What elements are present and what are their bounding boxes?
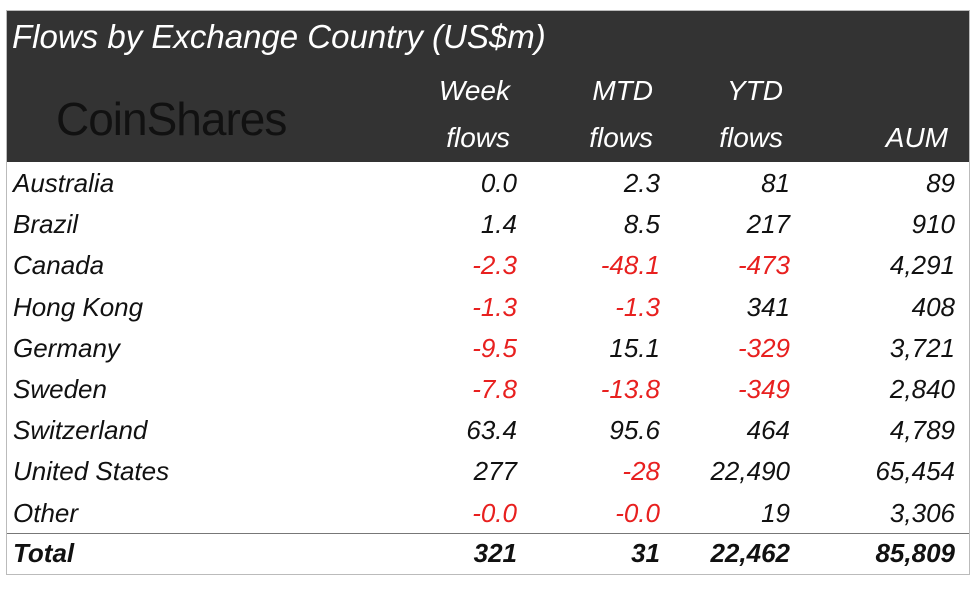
column-header-0-line2: flows [446, 122, 510, 153]
column-header-2-line2: flows [719, 122, 783, 153]
value-cell: 341 [746, 291, 790, 322]
value-cell: -1.3 [615, 291, 660, 322]
country-name: Hong Kong [13, 291, 144, 322]
value-cell: -13.8 [600, 374, 660, 404]
column-header-0-line1: Week [438, 75, 510, 106]
value-cell: -7.8 [472, 374, 517, 404]
value-cell: -48.1 [600, 250, 660, 281]
table-row: Germany -9.5 15.1 -329 3,721 [7, 328, 969, 369]
value-cell: -329 [737, 332, 790, 363]
value-cell: 217 [746, 209, 790, 240]
value-cell: 85,809 [875, 538, 955, 568]
value-cell: 15.1 [609, 332, 660, 363]
value-cell: 1.4 [480, 209, 517, 240]
value-cell: 277 [473, 456, 517, 487]
country-name: Sweden [13, 374, 107, 404]
total-divider [7, 533, 969, 534]
value-cell: 3,721 [889, 332, 955, 363]
table-row: United States 277 -28 22,490 65,454 [7, 451, 969, 492]
table-row: Switzerland 63.4 95.6 464 4,789 [7, 410, 969, 451]
value-cell: 408 [911, 291, 955, 322]
value-cell: 89 [926, 168, 955, 198]
country-name: Canada [13, 250, 105, 281]
value-cell: 81 [761, 168, 790, 198]
value-cell: 2,840 [889, 374, 955, 404]
column-header-1-line1: MTD [592, 75, 653, 106]
column-header-3-line2: AUM [885, 122, 948, 153]
value-cell: 2.3 [623, 168, 660, 198]
value-cell: 63.4 [466, 415, 517, 446]
table-row: Brazil 1.4 8.5 217 910 [7, 204, 969, 245]
country-name: Australia [13, 168, 115, 198]
value-cell: -1.3 [472, 291, 517, 322]
column-header-1-line2: flows [589, 122, 653, 153]
country-name: Other [13, 497, 79, 528]
value-cell: -0.0 [615, 497, 660, 528]
table-row: Sweden -7.8 -13.8 -349 2,840 [7, 369, 969, 410]
country-name: Total [13, 538, 75, 568]
value-cell: -28 [622, 456, 660, 487]
value-cell: -9.5 [472, 332, 517, 363]
value-cell: 321 [473, 538, 517, 568]
value-cell: 22,490 [710, 456, 790, 487]
column-header-2-line1: YTD [727, 75, 783, 106]
value-cell: 3,306 [889, 497, 955, 528]
country-name: Germany [13, 332, 120, 363]
value-cell: 95.6 [609, 415, 660, 446]
value-cell: 31 [631, 538, 660, 568]
table-header [7, 11, 969, 162]
table-title: Flows by Exchange Country (US$m) [12, 18, 546, 55]
value-cell: -349 [737, 374, 790, 404]
value-cell: 4,291 [889, 250, 955, 281]
country-name: United States [13, 456, 170, 487]
value-cell: 464 [746, 415, 790, 446]
table-row: Canada -2.3 -48.1 -473 4,291 [7, 245, 969, 286]
value-cell: -2.3 [472, 250, 517, 281]
value-cell: 0.0 [480, 168, 517, 198]
table-row: Australia 0.0 2.3 81 89 [7, 163, 969, 204]
value-cell: -0.0 [472, 497, 517, 528]
value-cell: 4,789 [889, 415, 955, 446]
value-cell: 65,454 [875, 456, 955, 487]
value-cell: -473 [737, 250, 790, 281]
value-cell: 8.5 [623, 209, 660, 240]
country-name: Brazil [13, 209, 79, 240]
coinshares-logo: CoinShares [56, 93, 287, 145]
value-cell: 22,462 [710, 538, 790, 568]
table-frame [6, 10, 970, 575]
country-name: Switzerland [13, 415, 148, 446]
table-row: Hong Kong -1.3 -1.3 341 408 [7, 287, 969, 328]
table-row: Other -0.0 -0.0 19 3,306 [7, 493, 969, 534]
total-row: Total 321 31 22,462 85,809 [7, 533, 969, 574]
value-cell: 910 [911, 209, 955, 240]
value-cell: 19 [761, 497, 790, 528]
